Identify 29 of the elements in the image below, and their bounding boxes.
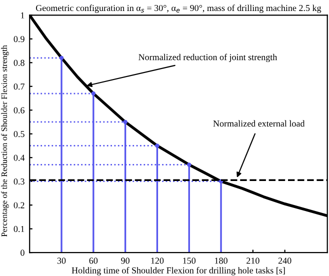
y-tick-label: 0.9: [14, 36, 24, 42]
point: [123, 120, 128, 124]
x-tick-label: 150: [183, 258, 196, 264]
point: [155, 144, 160, 148]
point: [59, 56, 64, 60]
x-tick-label: 30: [57, 258, 66, 264]
chart-title: Geometric configuration in α$_{s}$ = 30°, α$_{e}$ = 90°, mass of drilling machine 2.5 kg: [36, 4, 322, 13]
x-tick-label: 180: [215, 258, 228, 264]
y-tick-label: 0.5: [14, 130, 24, 138]
annotation: Normalized external load: [213, 120, 305, 127]
x-tick-label: 120: [151, 258, 164, 264]
x-tick-label: 240: [278, 258, 292, 264]
point: [187, 162, 192, 167]
y-tick-label: 0.6: [14, 107, 24, 114]
y-tick-label: 0.8: [14, 60, 24, 66]
y-axis-title: Percentage of the Reduction of Shoulder Flexion strength: [1, 45, 9, 237]
annotation: Normalized reduction of joint strength: [138, 54, 278, 62]
x-tick-label: 90: [121, 258, 130, 264]
y-tick-label: 0: [20, 250, 24, 256]
y-tick-label: 0.7: [14, 84, 24, 90]
x-tick-label: 60: [89, 258, 98, 264]
y-tick-label: 0.1: [14, 226, 24, 232]
x-axis-title: Holding time of Shoulder Flexion for drilling hole tasks [s]: [72, 266, 285, 276]
point: [91, 91, 96, 96]
y-tick-label: 0.3: [14, 178, 24, 185]
y-tick-label: 1: [21, 12, 24, 18]
y-tick-label: 0.2: [14, 202, 24, 208]
y-tick-label: 0.4: [14, 154, 25, 161]
x-tick-label: 210: [246, 258, 260, 264]
